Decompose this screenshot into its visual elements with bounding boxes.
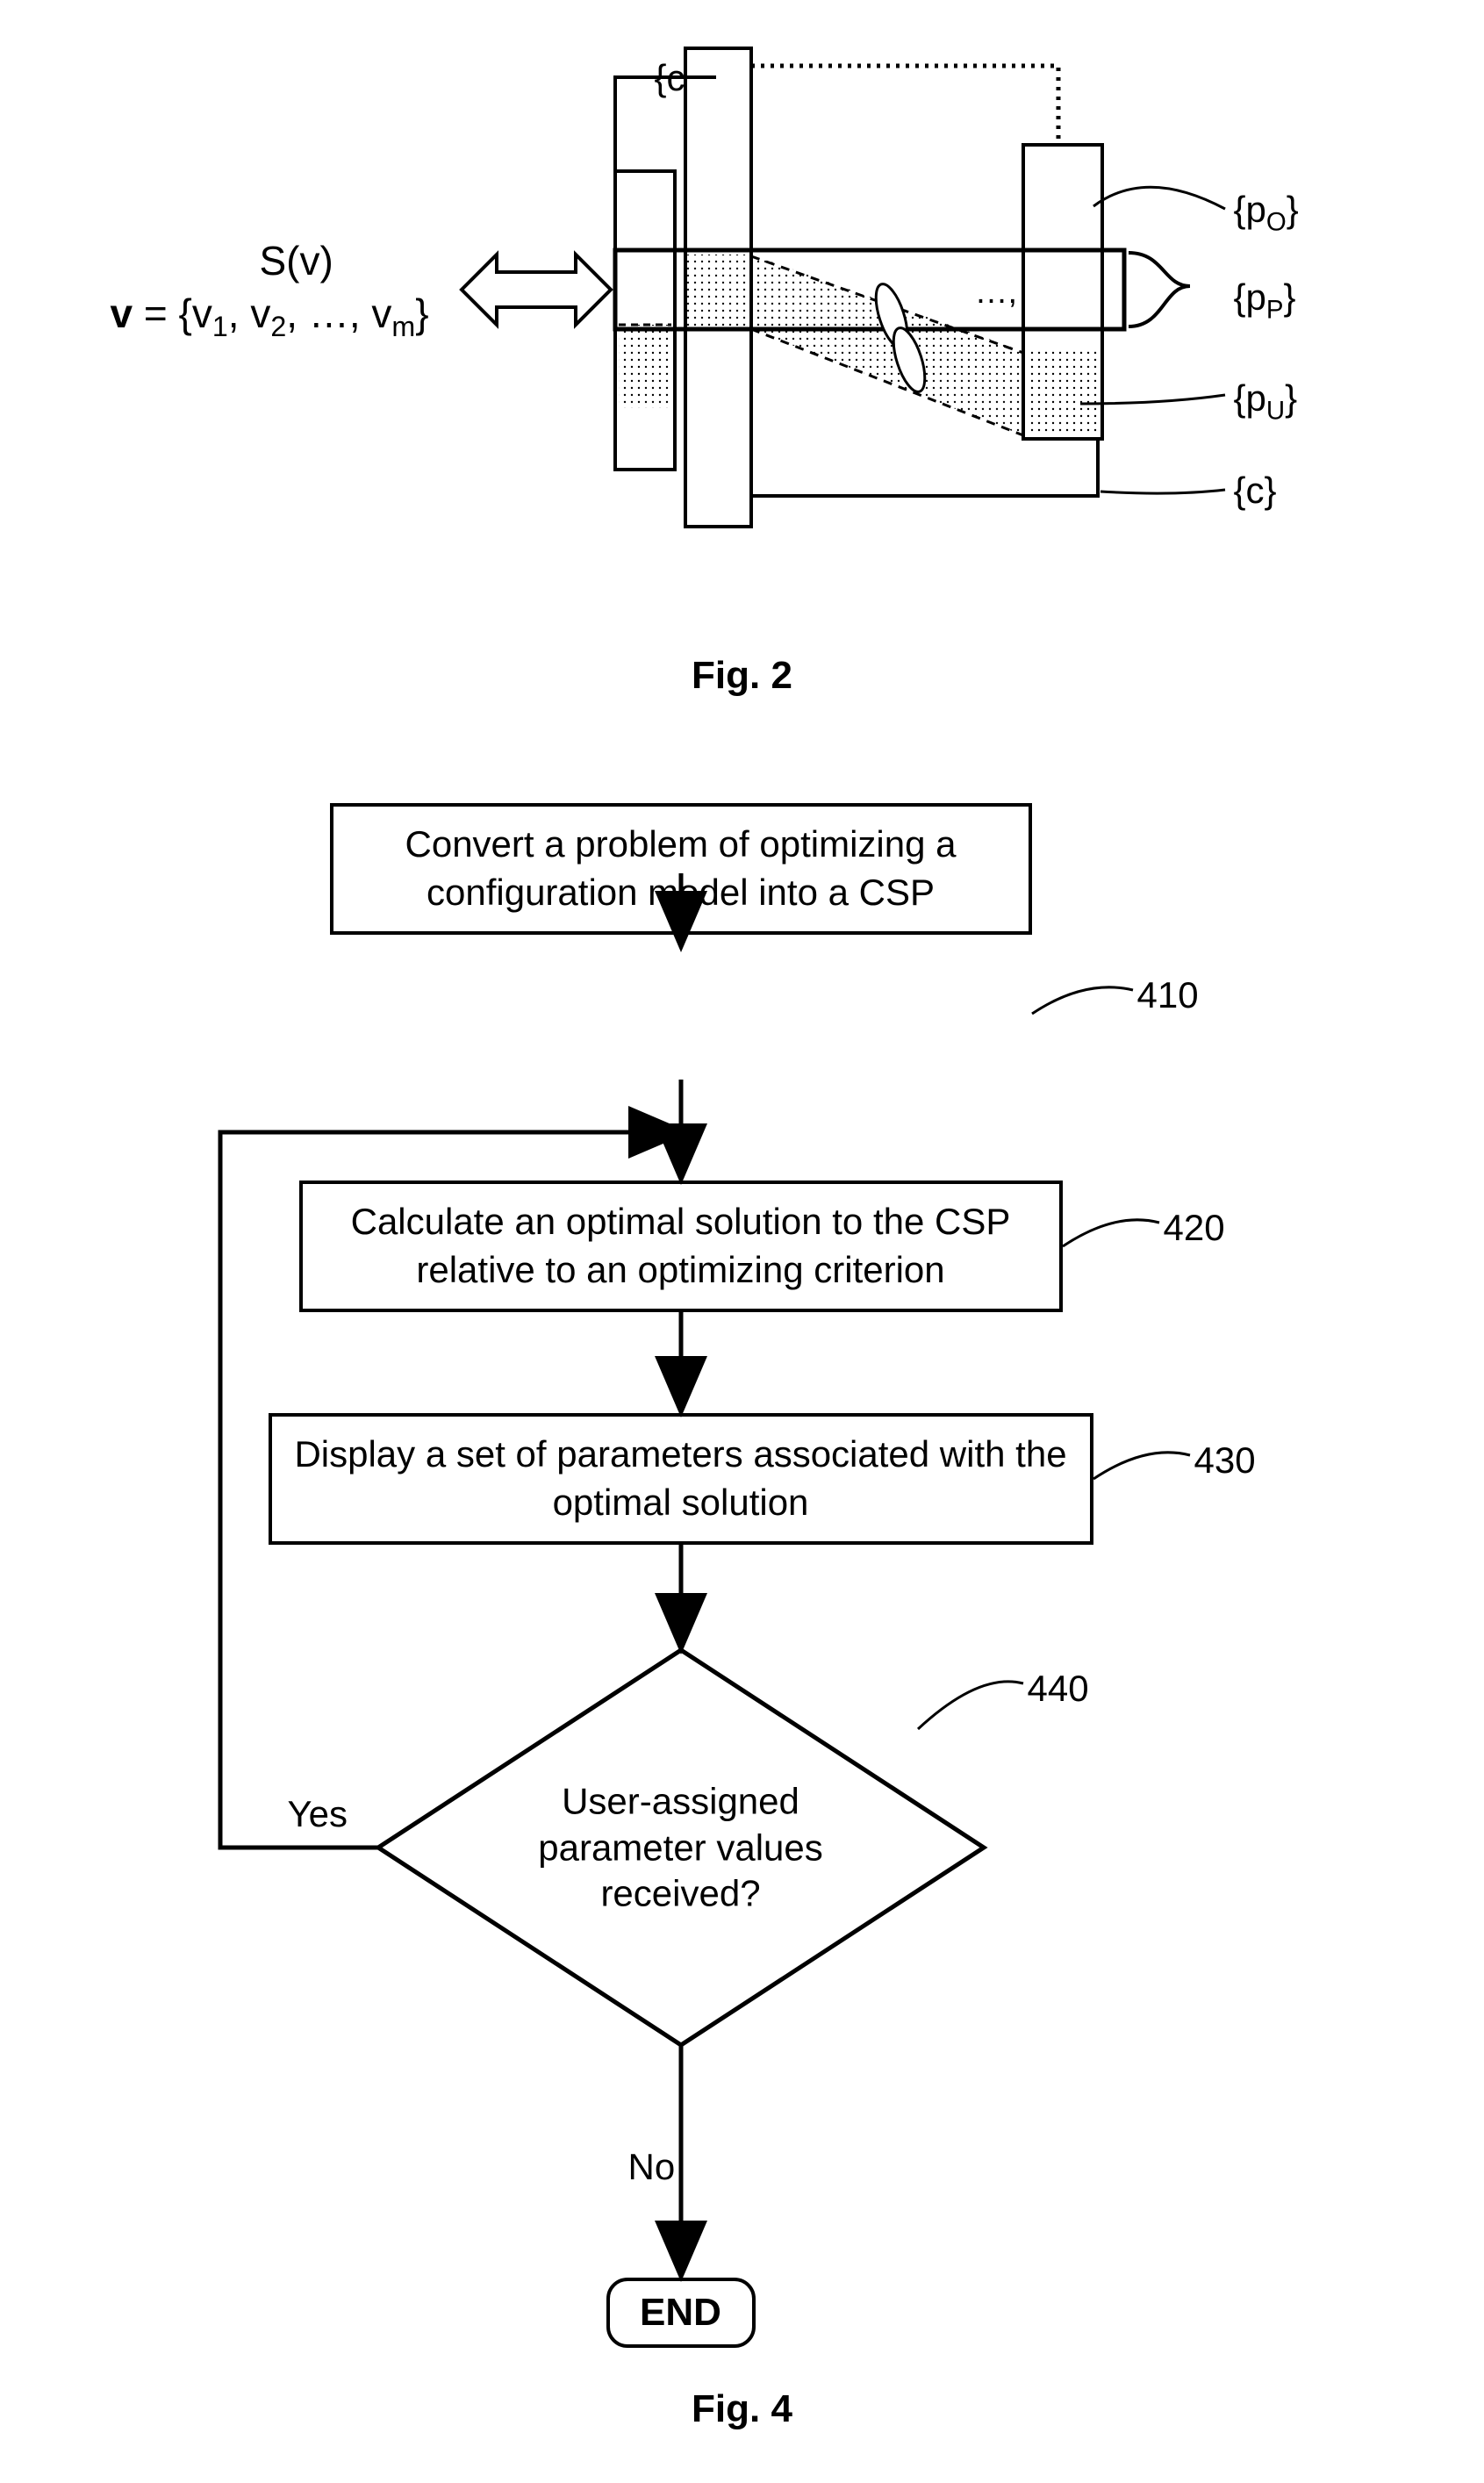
figure-2: S(v) v = {v1, v2, …, vm} {c} {pO} {pP} {…	[111, 35, 1374, 632]
fig2-svg	[111, 35, 1374, 632]
fig4-arrows	[84, 803, 1401, 2365]
figure-4: START Convert a problem of optimizing a …	[84, 803, 1401, 2365]
fig2-caption: Fig. 2	[692, 654, 792, 698]
fig4-caption: Fig. 4	[692, 2387, 792, 2431]
